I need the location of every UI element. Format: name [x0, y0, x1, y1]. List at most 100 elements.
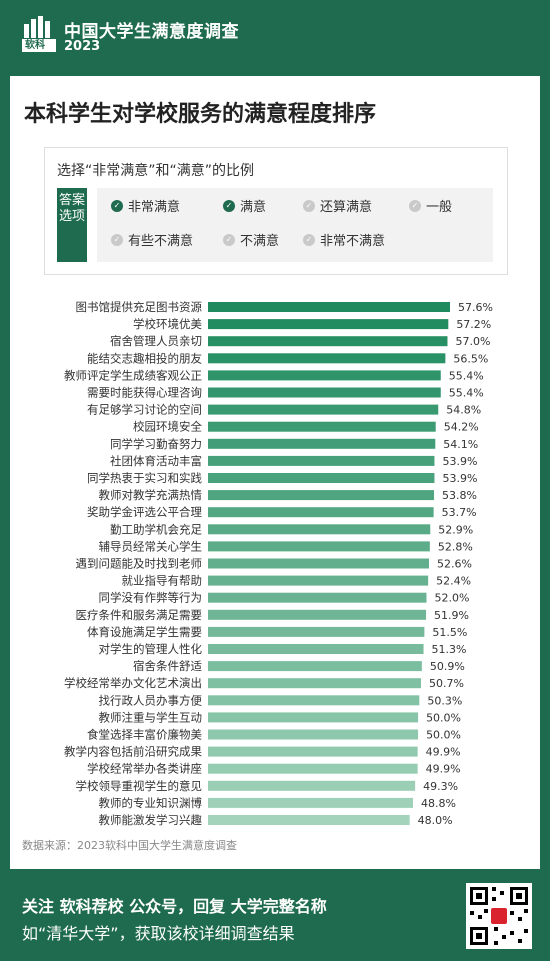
- bar: [208, 387, 441, 398]
- legend-option-label: 还算满意: [320, 200, 373, 215]
- value-label: 48.0%: [418, 814, 453, 827]
- bar: [208, 319, 449, 330]
- category-label: 同学学习勤奋努力: [110, 437, 202, 451]
- legend-title: 选择“非常满意”和“满意”的比例: [57, 163, 255, 179]
- category-label: 学校经常举办各类讲座: [87, 762, 202, 776]
- category-label: 勤工助学机会充足: [110, 522, 202, 536]
- category-label: 社团体育活动丰富: [110, 454, 202, 468]
- bar: [208, 353, 446, 364]
- check-icon: ✓: [409, 199, 421, 212]
- bar: [208, 644, 424, 654]
- bar: [208, 626, 425, 637]
- bar: [208, 695, 420, 706]
- category-label: 学校环境优美: [133, 317, 202, 331]
- value-label: 50.3%: [427, 694, 462, 707]
- check-icon: ✓: [111, 233, 123, 246]
- ranking-logo-icon: 软科: [22, 16, 56, 52]
- check-icon: ✓: [111, 199, 123, 212]
- category-label: 能结交志趣相投的朋友: [87, 351, 202, 365]
- header: 软科 中国大学生满意度调查 2023: [0, 0, 550, 72]
- brand-year: 2023: [64, 39, 101, 54]
- value-label: 52.4%: [436, 575, 471, 588]
- value-label: 54.2%: [444, 421, 479, 434]
- value-label: 50.0%: [426, 729, 461, 742]
- category-label: 图书馆提供充足图书资源: [76, 300, 203, 314]
- data-source: 数据来源：2023软科中国大学生满意度调查: [22, 839, 237, 852]
- bar: [208, 524, 431, 535]
- value-label: 57.0%: [455, 335, 490, 348]
- bar: [208, 558, 429, 569]
- category-label: 同学没有作弊等行为: [99, 591, 203, 605]
- logo-text: 软科: [25, 40, 45, 51]
- bar: [208, 797, 414, 808]
- category-label: 需要时能获得心理咨询: [87, 386, 202, 400]
- value-label: 53.7%: [442, 506, 477, 519]
- legend-option: ✓ 不满意: [223, 230, 279, 249]
- bar: [208, 712, 419, 723]
- category-label: 学校经常举办文化艺术演出: [64, 676, 202, 690]
- check-icon: ✓: [223, 199, 235, 212]
- page-title: 本科学生对学校服务的满意程度排序: [24, 102, 377, 127]
- legend-option: ✓ 有些不满意: [111, 230, 193, 249]
- category-label: 遇到问题能及时找到老师: [76, 557, 203, 571]
- category-label: 同学热衷于实习和实践: [87, 471, 202, 485]
- legend-option-label: 不满意: [240, 234, 280, 249]
- value-label: 52.9%: [438, 523, 473, 536]
- legend-options: ✓ 非常满意 ✓ 满意 ✓ 还算满意 ✓ 一般 ✓ 有些不满意 ✓ 不满意 ✓ 非常不满意: [97, 188, 493, 262]
- satisfaction-bar-chart: 图书馆提供充足图书资源 57.6% 学校环境优美 57.2% 宿舍管理人员亲切 57.0%…: [64, 300, 493, 827]
- value-label: 57.6%: [458, 301, 493, 314]
- legend-option-label: 非常不满意: [320, 234, 386, 249]
- category-label: 有足够学习讨论的空间: [87, 403, 202, 417]
- bar: [208, 780, 416, 791]
- legend-option-label: 一般: [426, 200, 453, 215]
- bar: [208, 404, 439, 415]
- value-label: 53.9%: [442, 472, 477, 485]
- value-label: 57.2%: [456, 318, 491, 331]
- check-icon: ✓: [303, 233, 315, 246]
- value-label: 52.8%: [438, 540, 473, 553]
- legend-option-label: 非常满意: [128, 200, 181, 215]
- bar: [208, 592, 427, 603]
- category-label: 教学内容包括前沿研究成果: [64, 745, 202, 759]
- check-icon: ✓: [303, 199, 315, 212]
- value-label: 49.3%: [423, 780, 458, 793]
- value-label: 51.3%: [432, 643, 467, 656]
- category-label: 教师的专业知识渊博: [99, 796, 203, 810]
- category-label: 教师对教学充满热情: [99, 488, 203, 502]
- bar: [208, 763, 418, 774]
- brand-title: 中国大学生满意度调查: [64, 22, 239, 42]
- category-label: 辅导员经常关心学生: [99, 539, 203, 553]
- value-label: 49.9%: [426, 746, 461, 759]
- value-label: 50.0%: [426, 711, 461, 724]
- category-label: 体育设施满足学生需要: [87, 625, 202, 639]
- qr-code-icon[interactable]: [466, 883, 532, 949]
- value-label: 56.5%: [453, 352, 488, 365]
- category-label: 宿舍条件舒适: [133, 659, 202, 673]
- value-label: 53.9%: [442, 455, 477, 468]
- bar: [208, 370, 441, 381]
- bar: [208, 438, 436, 449]
- bar: [208, 815, 410, 825]
- bar: [208, 473, 435, 483]
- category-label: 学校领导重视学生的意见: [76, 779, 203, 793]
- check-icon: ✓: [223, 233, 235, 246]
- legend-option: ✓ 满意: [223, 196, 266, 215]
- bar: [208, 490, 435, 501]
- footer-line1: 关注 软科荐校 公众号，回复 大学完整名称: [22, 897, 327, 916]
- legend-option-label: 满意: [240, 200, 267, 215]
- value-label: 53.8%: [442, 489, 477, 502]
- bar: [208, 661, 422, 672]
- category-label: 找行政人员办事方便: [99, 693, 203, 707]
- category-label: 宿舍管理人员亲切: [110, 334, 202, 348]
- bar: [208, 609, 427, 620]
- category-label: 教师能激发学习兴趣: [99, 813, 203, 827]
- value-label: 48.8%: [421, 797, 456, 810]
- bar: [208, 678, 422, 689]
- bar: [208, 455, 435, 466]
- bar: [208, 302, 450, 312]
- legend-option-label: 有些不满意: [128, 234, 194, 249]
- value-label: 52.6%: [437, 558, 472, 571]
- value-label: 49.9%: [426, 763, 461, 776]
- legend-option: ✓ 还算满意: [303, 196, 372, 215]
- category-label: 教师评定学生成绩客观公正: [64, 368, 202, 382]
